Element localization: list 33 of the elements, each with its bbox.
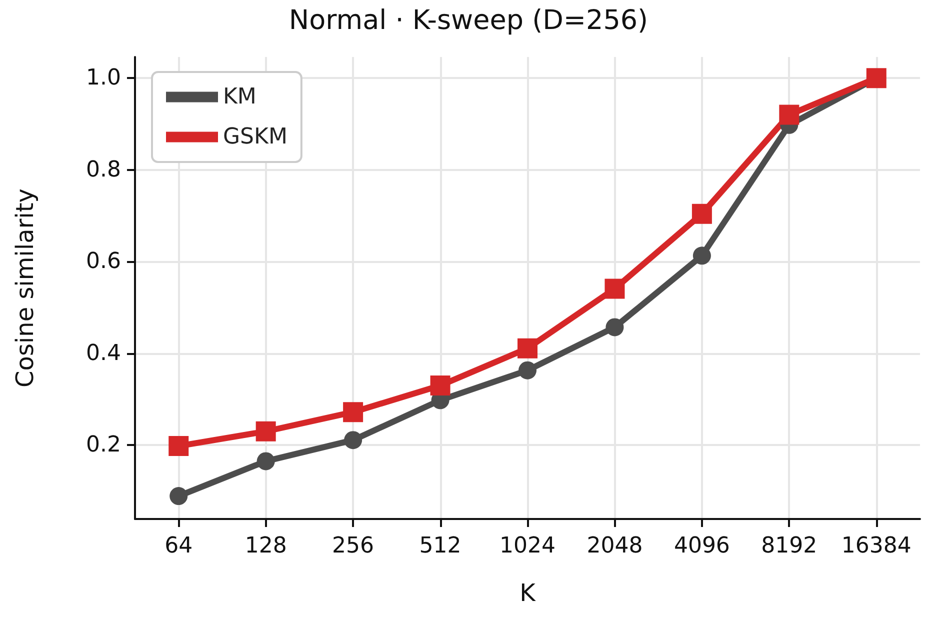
point xyxy=(344,431,362,450)
chart-title: Normal · K-sweep (D=256) xyxy=(288,5,648,36)
x-tick-label: 2048 xyxy=(586,534,643,558)
y-tick-label: 1.0 xyxy=(86,66,121,91)
point xyxy=(518,338,538,358)
x-tick-label: 128 xyxy=(244,534,287,558)
y-tick-label: 0.8 xyxy=(86,157,121,182)
x-tick-label: 64 xyxy=(164,534,193,558)
point xyxy=(256,421,276,442)
point xyxy=(692,246,711,265)
y-tick-label: 0.4 xyxy=(86,340,121,366)
x-tick-label: 8192 xyxy=(761,534,818,558)
point xyxy=(606,318,624,336)
y-axis-title: Cosine similarity xyxy=(11,188,39,388)
point xyxy=(170,487,188,506)
x-axis-title: K xyxy=(520,579,537,607)
legend-label: KM xyxy=(223,84,256,110)
point xyxy=(692,204,712,224)
x-tick-label: 16384 xyxy=(841,534,912,558)
point xyxy=(779,104,800,125)
x-tick-label: 4096 xyxy=(674,534,730,558)
point xyxy=(256,452,275,470)
legend-label: GSKM xyxy=(223,124,288,150)
x-tick-label: 256 xyxy=(332,534,374,558)
x-tick-label: 512 xyxy=(419,534,462,558)
point xyxy=(604,278,625,299)
x-tick-label: 1024 xyxy=(500,534,556,558)
point xyxy=(430,375,450,396)
point xyxy=(343,402,364,422)
point xyxy=(518,361,536,380)
y-tick-label: 0.2 xyxy=(86,432,121,458)
point xyxy=(168,436,189,456)
y-tick-label: 0.6 xyxy=(86,249,121,274)
